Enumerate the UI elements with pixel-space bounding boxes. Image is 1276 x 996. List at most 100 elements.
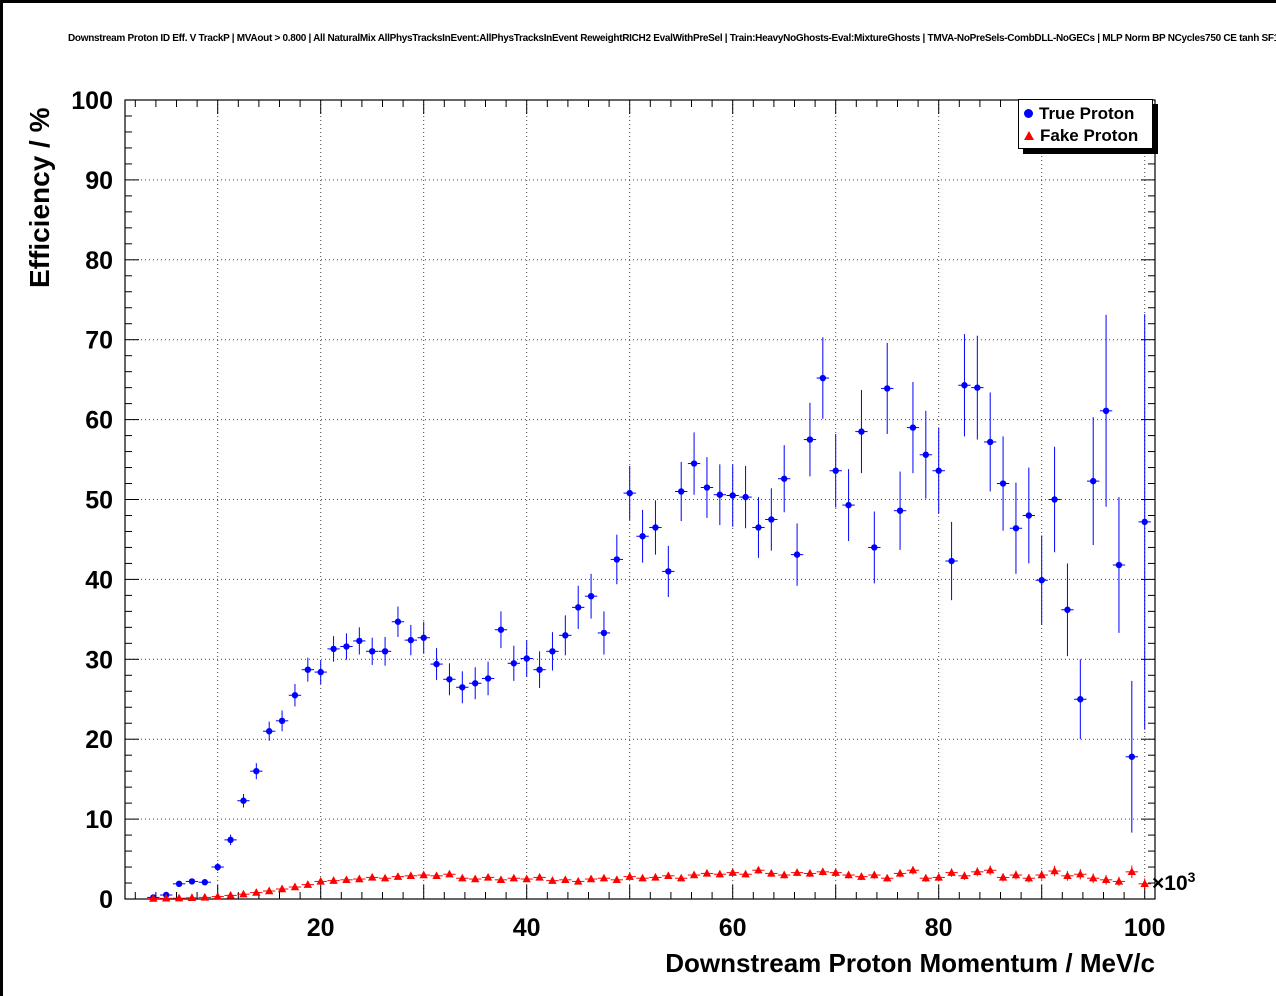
data-point-triangle [741, 869, 750, 878]
data-point-circle [896, 507, 904, 514]
data-point-circle [639, 533, 646, 540]
data-point-circle [291, 692, 299, 699]
data-point-circle [652, 524, 659, 531]
y-axis-title: Efficiency / % [24, 107, 55, 288]
data-point-circle [278, 717, 286, 725]
data-point-circle [678, 488, 685, 495]
data-point-triangle [342, 875, 351, 884]
data-point-triangle [651, 872, 660, 881]
data-point-circle [1012, 525, 1020, 532]
data-point-circle [729, 492, 736, 499]
data-point-triangle [780, 870, 789, 879]
data-point-triangle [818, 867, 828, 876]
plot-title: Downstream Proton ID Eff. V TrackP | MVA… [68, 33, 1276, 44]
circle-marker-icon [1024, 108, 1033, 118]
data-point-circle [909, 424, 917, 431]
triangle-marker-icon [1024, 130, 1034, 140]
data-point-triangle [908, 865, 918, 874]
y-tick-label: 20 [85, 726, 113, 754]
data-point-circle [188, 878, 196, 885]
data-point-triangle [162, 893, 171, 902]
data-point-triangle [921, 873, 931, 882]
data-point-triangle [728, 868, 737, 876]
data-point-circle [420, 634, 427, 641]
data-point-triangle [535, 872, 544, 881]
data-point-triangle [960, 871, 969, 880]
data-point-circle [562, 632, 569, 639]
data-point-triangle [625, 872, 634, 880]
x-axis-exponent: ×103 [1152, 869, 1195, 896]
x-tick-label: 60 [719, 914, 747, 942]
data-point-circle [819, 374, 827, 382]
data-point-triangle [1114, 876, 1124, 885]
data-point-circle [549, 648, 556, 655]
data-point-triangle [857, 872, 866, 880]
data-point-circle [369, 648, 376, 655]
data-point-triangle [1101, 875, 1111, 884]
x-exponent-power: 3 [1187, 869, 1196, 885]
plot-frame [124, 99, 1156, 900]
data-point-circle [1038, 576, 1045, 584]
data-point-triangle [715, 869, 725, 878]
data-point-circle [510, 660, 518, 667]
data-point-circle [1077, 696, 1084, 703]
data-point-circle [600, 629, 608, 637]
data-point-triangle [329, 876, 338, 884]
data-point-triangle [1140, 879, 1149, 888]
data-point-circle [832, 467, 839, 474]
data-point-triangle [586, 874, 596, 883]
data-point-triangle [1050, 866, 1059, 875]
data-point-circle [845, 501, 852, 509]
x-tick-label: 40 [513, 914, 541, 942]
data-point-circle [987, 438, 994, 446]
data-point-triangle [368, 872, 377, 881]
y-tick-label: 70 [85, 327, 113, 355]
canvas-border-top [0, 0, 1276, 3]
y-tick-label: 50 [85, 487, 113, 515]
data-point-triangle [445, 869, 454, 878]
data-point-triangle [187, 893, 197, 902]
data-point-circle [227, 836, 234, 844]
y-tick-label: 90 [85, 167, 113, 195]
data-point-triangle [702, 868, 712, 877]
data-point-triangle [638, 873, 647, 882]
x-tick-label: 80 [925, 914, 953, 942]
data-point-triangle [599, 873, 609, 882]
y-tick-label: 30 [85, 646, 113, 674]
data-point-circle [1051, 496, 1058, 503]
data-point-circle [703, 484, 711, 491]
data-point-triangle [265, 886, 274, 895]
legend-entry-fake-proton: Fake Proton [1019, 124, 1152, 146]
data-point-triangle [213, 892, 222, 900]
x-tick-label: 20 [307, 914, 335, 942]
data-point-circle [974, 384, 981, 391]
data-point-triangle [509, 873, 519, 882]
data-point-circle [446, 676, 453, 683]
data-point-circle [1141, 518, 1148, 526]
data-point-circle [768, 516, 775, 523]
data-point-triangle [689, 870, 699, 879]
data-point-triangle [1037, 870, 1046, 879]
data-point-circle [201, 879, 209, 886]
data-point-circle [742, 493, 749, 501]
data-point-triangle [883, 873, 892, 882]
data-point-circle [523, 655, 530, 662]
data-point-triangle [574, 876, 583, 885]
data-point-circle [1115, 561, 1123, 569]
data-point-circle [755, 524, 762, 531]
data-point-circle [665, 568, 672, 575]
data-point-triangle [895, 868, 905, 877]
legend: True Proton Fake Proton [1018, 99, 1153, 149]
data-point-circle [961, 382, 968, 389]
data-point-triangle [252, 888, 261, 896]
data-point-circle [536, 666, 543, 673]
y-tick-label: 60 [85, 407, 113, 435]
data-point-circle [1090, 477, 1097, 485]
data-point-circle [690, 460, 698, 467]
x-tick-label: 100 [1124, 914, 1166, 942]
data-point-circle [175, 880, 183, 888]
data-point-circle [214, 863, 221, 871]
data-point-triangle [805, 868, 815, 877]
